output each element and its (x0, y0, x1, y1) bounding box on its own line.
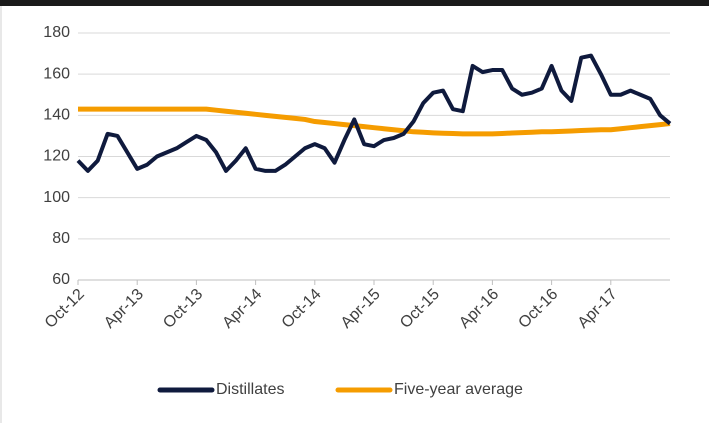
y-tick-label: 100 (43, 189, 70, 206)
x-tick-label: Apr-14 (219, 286, 265, 332)
x-tick-label: Oct-13 (160, 286, 206, 332)
x-tick-label: Apr-16 (456, 286, 502, 332)
x-tick-label: Oct-12 (42, 286, 88, 332)
y-tick-label: 60 (52, 271, 70, 288)
y-tick-label: 180 (43, 24, 70, 41)
legend-label: Five-year average (394, 381, 523, 398)
x-tick-label: Oct-15 (397, 286, 443, 332)
y-tick-label: 140 (43, 107, 70, 124)
x-tick-label: Oct-14 (279, 286, 325, 332)
series-line (78, 106, 671, 137)
top-bar (0, 0, 709, 6)
y-tick-label: 120 (43, 148, 70, 165)
x-tick-label: Oct-16 (515, 286, 561, 332)
x-tick-label: Apr-13 (101, 286, 147, 332)
legend-label: Distillates (216, 381, 284, 398)
x-tick-label: Apr-15 (338, 286, 384, 332)
y-tick-label: 80 (52, 230, 70, 247)
x-tick-label: Apr-17 (575, 286, 621, 332)
series-line (76, 53, 672, 173)
y-tick-label: 160 (43, 65, 70, 82)
